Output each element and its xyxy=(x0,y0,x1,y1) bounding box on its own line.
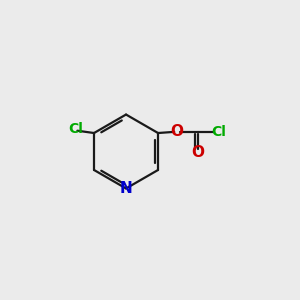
Text: N: N xyxy=(120,181,132,196)
Text: Cl: Cl xyxy=(68,122,83,136)
Text: Cl: Cl xyxy=(211,125,226,139)
Text: O: O xyxy=(170,124,184,140)
Text: O: O xyxy=(191,145,204,160)
